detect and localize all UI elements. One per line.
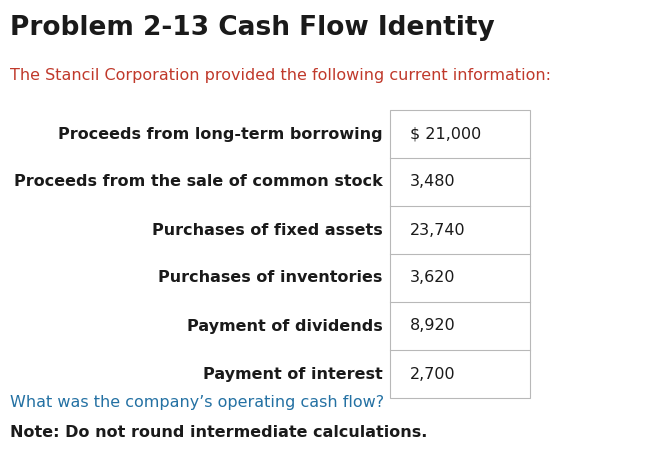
Text: Proceeds from the sale of common stock: Proceeds from the sale of common stock: [14, 174, 383, 190]
Text: 8,920: 8,920: [410, 319, 456, 333]
Text: Purchases of inventories: Purchases of inventories: [158, 270, 383, 285]
Text: 3,480: 3,480: [410, 174, 456, 190]
Text: Proceeds from long-term borrowing: Proceeds from long-term borrowing: [58, 126, 383, 142]
Text: Purchases of fixed assets: Purchases of fixed assets: [152, 222, 383, 238]
Text: 3,620: 3,620: [410, 270, 456, 285]
Text: Problem 2-13 Cash Flow Identity: Problem 2-13 Cash Flow Identity: [10, 15, 494, 41]
Text: The Stancil Corporation provided the following current information:: The Stancil Corporation provided the fol…: [10, 68, 551, 83]
Text: 23,740: 23,740: [410, 222, 466, 238]
Text: What was the company’s operating cash flow?: What was the company’s operating cash fl…: [10, 395, 384, 410]
Text: Payment of interest: Payment of interest: [203, 367, 383, 381]
Text: 2,700: 2,700: [410, 367, 456, 381]
Text: $ 21,000: $ 21,000: [410, 126, 481, 142]
Text: Payment of dividends: Payment of dividends: [187, 319, 383, 333]
Text: Note: Do not round intermediate calculations.: Note: Do not round intermediate calculat…: [10, 425, 427, 440]
